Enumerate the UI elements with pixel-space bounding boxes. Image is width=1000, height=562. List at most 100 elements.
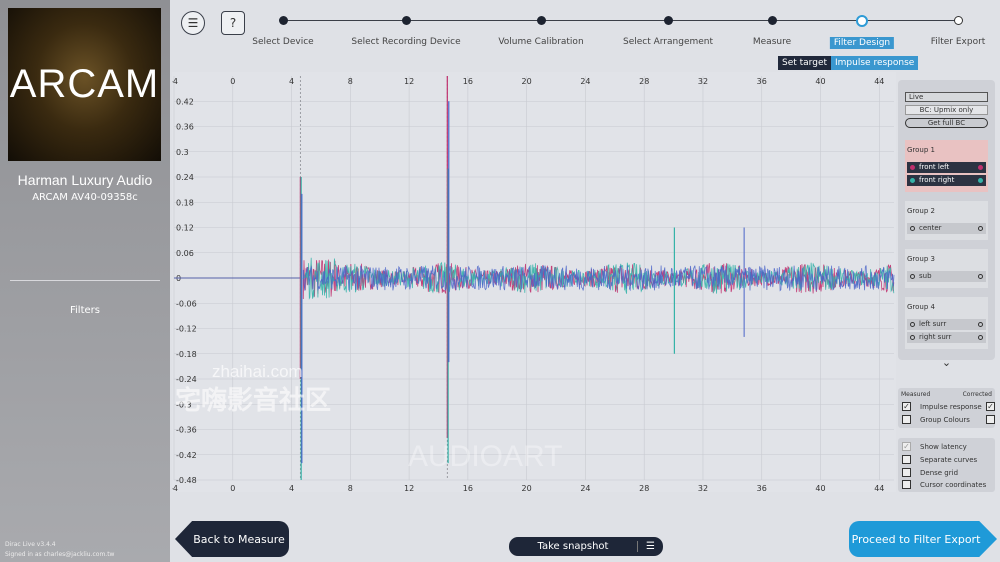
watermark-cn: 宅嗨影音社区 <box>175 386 332 416</box>
display-options: ✓ Show latency Separate curves Dense grid… <box>898 438 995 492</box>
x-tick-label: 32 <box>698 484 708 492</box>
channel-radio-icon[interactable] <box>910 322 915 327</box>
step-label-6[interactable]: Filter Design <box>829 37 895 49</box>
channel-corrected-icon[interactable] <box>978 226 983 231</box>
y-tick-label: -0.42 <box>176 451 197 460</box>
separate-curves-checkbox[interactable] <box>902 455 911 464</box>
channel-item[interactable]: sub <box>907 271 986 282</box>
channel-radio-icon[interactable] <box>910 335 915 340</box>
y-tick-label: 0.3 <box>176 148 189 157</box>
tab-impulse-response[interactable]: Impulse response <box>831 56 919 70</box>
channel-item[interactable]: center <box>907 223 986 234</box>
x-tick-label: 0 <box>230 484 235 492</box>
step-dot-6[interactable] <box>856 15 868 27</box>
x-tick-label-top: 36 <box>757 77 767 86</box>
channel-corrected-icon[interactable] <box>978 335 983 340</box>
bc-option[interactable]: BC: Upmix only <box>905 105 988 115</box>
show-latency-checkbox[interactable]: ✓ <box>902 442 911 451</box>
channel-corrected-icon[interactable] <box>978 165 983 170</box>
step-label-1[interactable]: Select Device <box>252 37 314 47</box>
x-tick-label: 44 <box>874 484 884 492</box>
proceed-to-filter-export-button[interactable]: Proceed to Filter Export <box>849 521 997 557</box>
step-label-5[interactable]: Measure <box>752 37 792 47</box>
x-tick-label-top: -4 <box>172 77 178 86</box>
group-title: Group 2 <box>907 207 935 215</box>
separate-curves-label: Separate curves <box>920 455 978 464</box>
channel-item[interactable]: left surr <box>907 319 986 330</box>
take-snapshot-label: Take snapshot <box>537 541 609 552</box>
version-label: Dirac Live v3.4.4 <box>5 541 56 548</box>
channel-item[interactable]: front left <box>907 162 986 173</box>
show-latency-row[interactable]: ✓ Show latency <box>902 442 967 451</box>
step-label-4[interactable]: Select Arrangement <box>622 37 714 47</box>
y-tick-label: -0.06 <box>176 299 197 308</box>
x-tick-label-top: 24 <box>580 77 590 86</box>
y-tick-label: 0.18 <box>176 198 194 207</box>
y-tick-label: 0.36 <box>176 123 194 132</box>
channel-radio-icon[interactable] <box>910 165 915 170</box>
channel-radio-icon[interactable] <box>910 178 915 183</box>
separate-curves-row[interactable]: Separate curves <box>902 455 977 464</box>
channel-corrected-icon[interactable] <box>978 178 983 183</box>
live-toggle[interactable]: Live <box>905 92 988 102</box>
channel-item[interactable]: right surr <box>907 332 986 343</box>
y-tick-label: -0.48 <box>176 476 197 485</box>
dense-grid-checkbox[interactable] <box>902 468 911 477</box>
channel-label: left surr <box>919 320 947 328</box>
step-label-2[interactable]: Select Recording Device <box>351 37 461 47</box>
y-tick-label: -0.36 <box>176 426 197 435</box>
step-dot-7[interactable] <box>953 16 963 25</box>
x-tick-label: 20 <box>522 484 532 492</box>
channel-item[interactable]: front right <box>907 175 986 186</box>
tab-set-target[interactable]: Set target <box>778 56 832 70</box>
cursor-coordinates-row[interactable]: Cursor coordinates <box>902 480 986 489</box>
show-latency-label: Show latency <box>920 442 967 451</box>
channel-group-2[interactable]: Group 2 center <box>905 201 988 240</box>
help-button[interactable]: ? <box>221 11 245 35</box>
x-tick-label: 28 <box>639 484 649 492</box>
group-colours-checkbox[interactable] <box>902 415 911 424</box>
group-colours-corrected-checkbox[interactable] <box>986 415 995 424</box>
step-label-3[interactable]: Volume Calibration <box>498 37 584 47</box>
channel-corrected-icon[interactable] <box>978 322 983 327</box>
step-dot-5[interactable] <box>767 16 777 25</box>
y-tick-label: 0.42 <box>176 97 194 106</box>
dense-grid-label: Dense grid <box>920 468 959 477</box>
snapshot-list-icon[interactable]: ☰ <box>637 541 663 552</box>
menu-button[interactable]: ☰ <box>181 11 205 35</box>
scroll-down-icon[interactable]: ⌄ <box>941 356 952 369</box>
impulse-corrected-checkbox[interactable]: ✓ <box>986 402 995 411</box>
step-dot-4[interactable] <box>663 16 673 25</box>
channel-group-1[interactable]: Group 1 front left front right <box>905 140 988 192</box>
watermark-site: zhaihai.com <box>212 362 303 381</box>
channel-corrected-icon[interactable] <box>978 274 983 279</box>
impulse-response-chart[interactable]: -4-4004488121216162020242428283232363640… <box>172 72 896 492</box>
cursor-coordinates-checkbox[interactable] <box>902 480 911 489</box>
channel-radio-icon[interactable] <box>910 274 915 279</box>
channel-group-3[interactable]: Group 3 sub <box>905 249 988 288</box>
channel-label: sub <box>919 272 932 280</box>
dense-grid-row[interactable]: Dense grid <box>902 468 958 477</box>
channel-group-4[interactable]: Group 4 left surr right surr <box>905 297 988 349</box>
take-snapshot-button[interactable]: Take snapshot ☰ <box>509 537 663 556</box>
x-tick-label-top: 12 <box>404 77 414 86</box>
channel-panel: Live BC: Upmix only Get full BC Group 1 f… <box>898 80 995 369</box>
step-dot-3[interactable] <box>536 16 546 25</box>
step-dot-1[interactable] <box>278 16 288 25</box>
x-tick-label: 12 <box>404 484 414 492</box>
x-tick-label: -4 <box>172 484 178 492</box>
x-tick-label-top: 32 <box>698 77 708 86</box>
sidebar-item-filters[interactable]: Filters <box>70 305 100 316</box>
impulse-measured-checkbox[interactable]: ✓ <box>902 402 911 411</box>
x-tick-label: 40 <box>815 484 825 492</box>
curve-options: Measured Corrected ✓ Impulse response ✓ … <box>898 388 995 428</box>
channel-radio-icon[interactable] <box>910 226 915 231</box>
signed-in-label: Signed in as charles@jackliu.com.tw <box>5 551 115 558</box>
get-full-bc-button[interactable]: Get full BC <box>905 118 988 128</box>
step-dot-2[interactable] <box>401 16 411 25</box>
channel-label: front right <box>919 176 955 184</box>
step-label-7[interactable]: Filter Export <box>930 37 986 47</box>
back-to-measure-button[interactable]: Back to Measure <box>175 521 289 557</box>
group-title: Group 3 <box>907 255 935 263</box>
mode-tabs: Set target Impulse response <box>778 56 919 70</box>
